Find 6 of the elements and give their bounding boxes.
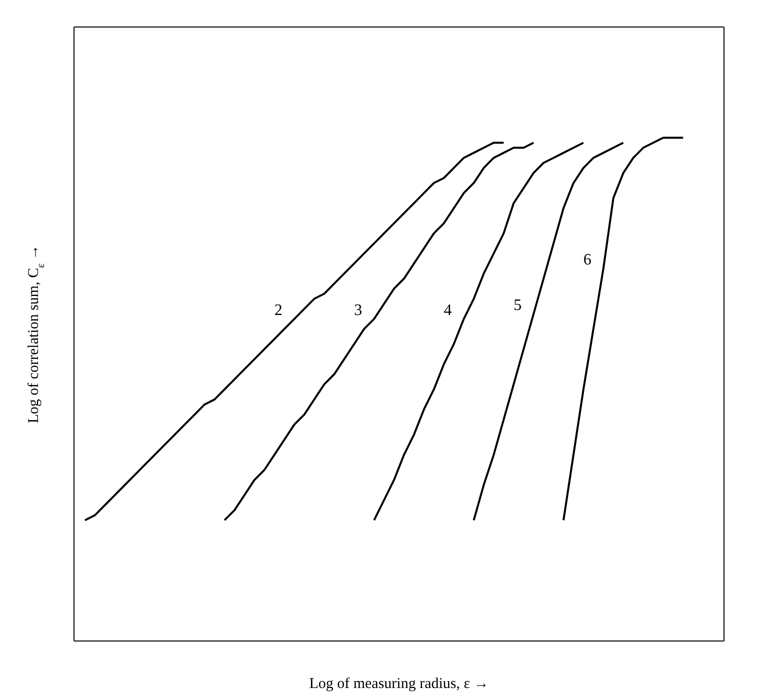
series-label: 6	[583, 252, 592, 269]
series-label: 2	[274, 302, 282, 319]
series-label: 3	[354, 302, 362, 319]
series-label: 5	[514, 296, 522, 314]
x-axis-title: Log of measuring radius, ε →	[309, 676, 489, 692]
series-label: 4	[444, 302, 452, 319]
